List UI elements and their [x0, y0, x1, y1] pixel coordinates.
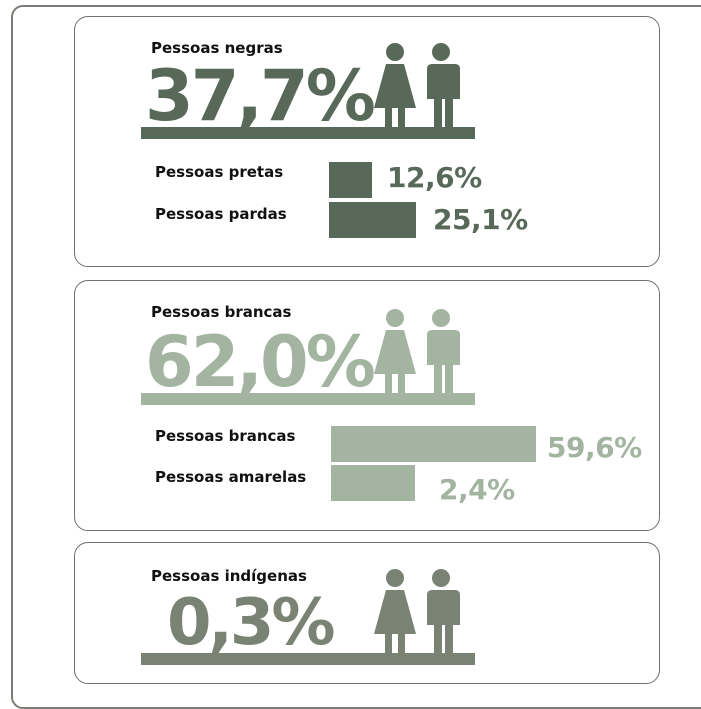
- people-icon: [374, 43, 460, 131]
- group-title: Pessoas brancas: [151, 303, 292, 321]
- group-underline: [141, 393, 475, 405]
- group-total-value: 0,3%: [167, 586, 335, 660]
- group-total-value: 37,7%: [145, 55, 376, 137]
- people-icon: [374, 309, 460, 397]
- group-underline: [141, 653, 475, 665]
- group-title: Pessoas negras: [151, 39, 283, 57]
- bar-pretas: [329, 162, 372, 198]
- bar-pardas: [329, 202, 416, 238]
- card-pessoas-indigenas: Pessoas indígenas 0,3%: [74, 542, 660, 684]
- group-underline: [141, 127, 475, 139]
- row-label-pardas: Pessoas pardas: [155, 205, 287, 223]
- bar-amarelas: [331, 465, 415, 501]
- row-label-brancas: Pessoas brancas: [155, 427, 296, 445]
- value-label-brancas: 59,6%: [547, 431, 642, 464]
- row-label-amarelas: Pessoas amarelas: [155, 468, 307, 486]
- value-label-pardas: 25,1%: [433, 203, 528, 236]
- row-label-pretas: Pessoas pretas: [155, 163, 284, 181]
- group-title: Pessoas indígenas: [151, 567, 307, 585]
- people-icon: [374, 569, 460, 657]
- value-label-amarelas: 2,4%: [439, 473, 515, 506]
- card-pessoas-negras: Pessoas negras 37,7% Pessoas pretas Pess…: [74, 16, 660, 267]
- group-total-value: 62,0%: [145, 321, 376, 403]
- bar-brancas: [331, 426, 536, 462]
- value-label-pretas: 12,6%: [387, 161, 482, 194]
- card-pessoas-brancas: Pessoas brancas 62,0% Pessoas brancas Pe…: [74, 280, 660, 531]
